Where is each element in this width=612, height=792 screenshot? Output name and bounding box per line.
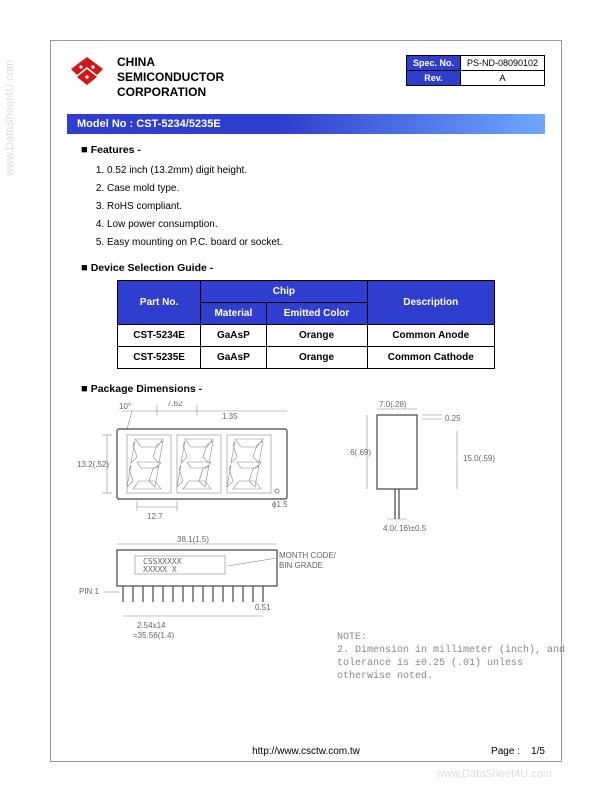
- dim-pindia: ϕ1.5: [272, 500, 288, 509]
- cell-part: CST-5235E: [118, 347, 201, 369]
- watermark-side: www.DataSheet4U.com: [4, 60, 16, 176]
- dim-pinthick: 0.51: [255, 603, 271, 612]
- bottom-view-drawing: 38.1(1.5) CSSXXXXX XXXXX X MONTH CODE/ B…: [77, 536, 337, 656]
- feature-item: Easy mounting on P.C. board or socket.: [107, 234, 531, 252]
- features-title: Features -: [81, 144, 531, 156]
- model-bar: Model No : CST-5234/5235E: [67, 114, 545, 134]
- cell-emitted: Orange: [266, 347, 367, 369]
- col-material: Material: [201, 303, 266, 325]
- footer-page: Page : 1/5: [491, 746, 545, 757]
- watermark-footer: www.DataSheet4U.com: [436, 768, 552, 780]
- month-code: MONTH CODE/: [279, 551, 337, 560]
- package-drawings: 10° 7.62 1.35 13.2(.52) 12.7 ϕ1.5: [67, 401, 545, 691]
- dim-bottom: 12.7: [147, 512, 163, 521]
- package-title: Package Dimensions -: [81, 383, 531, 395]
- features-section: Features - 0.52 inch (13.2mm) digit heig…: [51, 134, 561, 252]
- col-chip: Chip: [201, 281, 367, 303]
- dim-pitch14: 2.54x14: [137, 621, 166, 630]
- dim-pitch: 7.62: [167, 401, 183, 408]
- selection-table: Part No. Chip Description Material Emitt…: [117, 280, 495, 369]
- rev-label: Rev.: [406, 71, 460, 86]
- feature-item: 0.52 inch (13.2mm) digit height.: [107, 162, 531, 180]
- cell-desc: Common Cathode: [367, 347, 494, 369]
- pins-icon: [123, 586, 263, 602]
- cell-emitted: Orange: [266, 325, 367, 347]
- page-number: 1/5: [531, 746, 545, 757]
- col-emitted: Emitted Color: [266, 303, 367, 325]
- page-frame: CHINA SEMICONDUCTOR CORPORATION Spec. No…: [50, 40, 562, 762]
- selection-title: Device Selection Guide -: [81, 262, 531, 274]
- dim-pinlen: 15.0(.59): [463, 454, 495, 463]
- features-list: 0.52 inch (13.2mm) digit height. Case mo…: [81, 162, 531, 252]
- dim-depth: 7.0(.28): [379, 401, 407, 409]
- feature-item: Case mold type.: [107, 180, 531, 198]
- col-part: Part No.: [118, 281, 201, 325]
- dim-height: 13.2(.52): [77, 460, 109, 469]
- dim-notch: 0.25: [445, 414, 461, 423]
- spec-no-value: PS-ND-08090102: [460, 56, 544, 71]
- package-section: Package Dimensions -: [51, 369, 561, 395]
- cell-part: CST-5234E: [118, 325, 201, 347]
- page-header: CHINA SEMICONDUCTOR CORPORATION Spec. No…: [51, 41, 561, 108]
- feature-item: Low power consumption.: [107, 216, 531, 234]
- seven-seg-digits: [127, 435, 279, 493]
- cell-desc: Common Anode: [367, 325, 494, 347]
- dim-sideh: 17.6(.69): [347, 448, 371, 457]
- cell-material: GaAsP: [201, 347, 266, 369]
- selection-section: Device Selection Guide - Part No. Chip D…: [51, 252, 561, 369]
- feature-item: RoHS compliant.: [107, 198, 531, 216]
- bin-grade: BIN GRADE: [279, 561, 323, 570]
- dim-topgap: 1.35: [222, 412, 238, 421]
- col-desc: Description: [367, 281, 494, 325]
- dim-total: =35.56(1.4): [133, 631, 174, 640]
- rev-value: A: [460, 71, 544, 86]
- pin1-label: PIN 1: [79, 587, 100, 596]
- spec-box: Spec. No. PS-ND-08090102 Rev. A: [406, 55, 545, 86]
- package-note: NOTE: 2. Dimension in millimeter (inch),…: [337, 631, 567, 683]
- label-xxx: XXXXX X: [143, 565, 177, 574]
- dim-pinw: 4.0(.16)±0.5: [383, 524, 427, 531]
- company-line3: CORPORATION: [117, 85, 224, 100]
- company-name: CHINA SEMICONDUCTOR CORPORATION: [117, 55, 224, 100]
- cell-material: GaAsP: [201, 325, 266, 347]
- company-line2: SEMICONDUCTOR: [117, 70, 224, 85]
- company-logo-icon: [67, 55, 107, 91]
- dim-angle: 10°: [119, 402, 131, 411]
- page-label: Page :: [491, 746, 520, 757]
- footer-url: http://www.csctw.com.tw: [51, 746, 561, 757]
- side-view-drawing: 7.0(.28) 0.25 17.6(.69) 15.0(.59) 4.0(.1…: [347, 401, 537, 531]
- spec-no-label: Spec. No.: [406, 56, 460, 71]
- table-row: CST-5235E GaAsP Orange Common Cathode: [118, 347, 495, 369]
- note-title: NOTE:: [337, 631, 567, 644]
- front-view-drawing: 10° 7.62 1.35 13.2(.52) 12.7 ϕ1.5: [77, 401, 307, 521]
- table-row: CST-5234E GaAsP Orange Common Anode: [118, 325, 495, 347]
- company-line1: CHINA: [117, 55, 224, 70]
- note-body: 2. Dimension in millimeter (inch), and t…: [337, 644, 567, 683]
- dim-width: 38.1(1.5): [177, 536, 209, 544]
